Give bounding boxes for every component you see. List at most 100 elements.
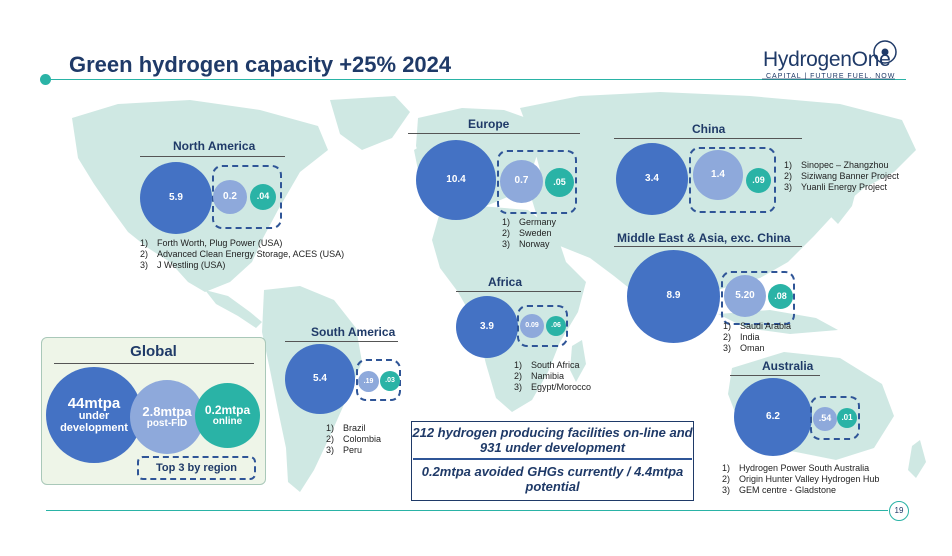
list-item: 3) J Westling (USA)	[140, 260, 344, 271]
bubble-middle-east-asia-post-fid: 5.20	[724, 275, 766, 317]
dashed-box-australia	[810, 396, 860, 440]
bubble-south-america-under-development: 5.4	[285, 344, 355, 414]
region-title-africa: Africa	[488, 275, 523, 289]
list-item-text: Colombia	[343, 434, 382, 444]
global-under-development-label1: under	[78, 410, 110, 423]
top3-legend-box: Top 3 by region	[137, 456, 256, 480]
bubble-north-america-under-development: 5.9	[140, 162, 212, 234]
list-item: 2) Sweden	[502, 228, 556, 239]
list-item-number: 2)	[140, 249, 149, 259]
list-item-number: 1)	[502, 217, 511, 227]
list-item-number: 3)	[502, 239, 511, 249]
bubble-middle-east-asia-online: .08	[768, 284, 793, 309]
list-item-text: Siziwang Banner Project	[801, 171, 900, 181]
footer-line	[46, 510, 888, 511]
bubble-south-america-online: .03	[380, 371, 400, 391]
list-item-text: Oman	[740, 343, 765, 353]
list-item: 2) Namibia	[514, 371, 591, 382]
global-bubble-post-fid: 2.8mtpa post-FID	[130, 380, 204, 454]
top3-list-europe: 1) Germany 2) Sweden 3) Norway	[502, 217, 556, 250]
bubble-europe-online: .05	[545, 168, 574, 197]
region-rule	[614, 138, 802, 139]
list-item: 1) Brazil	[326, 423, 381, 434]
top3-list-china: 1) Sinopec – Zhangzhou 2) Siziwang Banner …	[784, 160, 899, 193]
facilities-text: 212 hydrogen producing facilities on-lin…	[412, 425, 693, 455]
logo-orbit-icon	[762, 40, 897, 80]
list-item-text: Norway	[519, 239, 550, 249]
list-item-text: Sweden	[519, 228, 552, 238]
list-item-number: 3)	[514, 382, 523, 392]
region-rule	[614, 246, 802, 247]
list-item-number: 3)	[723, 343, 732, 353]
list-item-number: 1)	[723, 321, 732, 331]
global-title: Global	[130, 343, 177, 360]
list-item-number: 3)	[140, 260, 149, 270]
list-item-text: Saudi Arabia	[740, 321, 792, 331]
list-item: 3) Egypt/Morocco	[514, 382, 591, 393]
list-item: 3) Oman	[723, 343, 791, 354]
list-item: 2) Advanced Clean Energy Storage, ACES (U…	[140, 249, 344, 260]
region-title-north-america: North America	[173, 139, 256, 153]
info-divider	[413, 458, 692, 460]
list-item-number: 1)	[784, 160, 793, 170]
global-online-label: online	[212, 415, 243, 427]
list-item-text: Egypt/Morocco	[531, 382, 592, 392]
global-bubble-online: 0.2mtpa online	[195, 383, 260, 448]
bubble-africa-online: .06	[546, 316, 566, 336]
bubble-europe-under-development: 10.4	[416, 140, 496, 220]
list-item-number: 2)	[784, 171, 793, 181]
top3-list-africa: 1) South Africa 2) Namibia 3) Egypt/Morocco	[514, 360, 591, 393]
region-title-china: China	[692, 122, 726, 136]
list-item: 1) Saudi Arabia	[723, 321, 791, 332]
top3-list-north-america: 1) Forth Worth, Plug Power (USA) 2) Advanc…	[140, 238, 344, 271]
bubble-africa-post-fid: 0.09	[520, 314, 544, 338]
list-item: 3) Norway	[502, 239, 556, 250]
list-item-text: Hydrogen Power South Australia	[739, 463, 870, 473]
top3-list-south-america: 1) Brazil 2) Colombia 3) Peru	[326, 423, 381, 456]
list-item-text: Germany	[519, 217, 557, 227]
region-title-australia: Australia	[762, 359, 814, 373]
dashed-box-china	[689, 147, 776, 213]
bubble-australia-online: .01	[837, 408, 857, 428]
region-rule	[408, 133, 580, 134]
global-bubble-under-development: 44mtpa under development	[46, 367, 142, 463]
info-box	[411, 421, 694, 501]
list-item-text: Namibia	[531, 371, 565, 381]
list-item-number: 2)	[502, 228, 511, 238]
list-item-text: Brazil	[343, 423, 366, 433]
region-rule	[285, 341, 398, 342]
list-item-number: 2)	[514, 371, 523, 381]
list-item-text: Advanced Clean Energy Storage, ACES (USA…	[157, 249, 345, 259]
page-number: 19	[889, 501, 909, 521]
global-rule	[54, 363, 254, 364]
global-post-fid-label: post-FID	[146, 417, 188, 429]
list-item: 2) Siziwang Banner Project	[784, 171, 899, 182]
top3-list-australia: 1) Hydrogen Power South Australia 2) Origi…	[722, 463, 879, 496]
ghg-text: 0.2mtpa avoided GHGs currently / 4.4mtpa…	[421, 464, 684, 494]
list-item-number: 1)	[514, 360, 523, 370]
list-item: 1) Forth Worth, Plug Power (USA)	[140, 238, 344, 249]
dashed-box-africa	[517, 305, 568, 347]
list-item-text: J Westling (USA)	[157, 260, 226, 270]
list-item: 2) India	[723, 332, 791, 343]
bubble-north-america-online: .04	[250, 184, 276, 210]
list-item-text: South Africa	[531, 360, 580, 370]
bubble-china-online: .09	[746, 168, 771, 193]
logo-name: HydrogenOne	[763, 48, 891, 71]
bubble-middle-east-asia-under-development: 8.9	[627, 250, 720, 343]
list-item-number: 1)	[326, 423, 335, 433]
page-title: Green hydrogen capacity +25% 2024	[69, 52, 452, 77]
dashed-box-europe	[497, 150, 577, 214]
region-title-south-america: South America	[311, 325, 396, 339]
list-item-number: 1)	[140, 238, 149, 248]
bubble-china-under-development: 3.4	[616, 143, 688, 215]
global-under-development-label2: development	[60, 421, 128, 434]
title-accent-dot	[40, 74, 51, 85]
list-item: 1) South Africa	[514, 360, 591, 371]
dashed-box-south-america	[356, 359, 401, 401]
region-title-middle-east-asia: Middle East & Asia, exc. China	[617, 231, 791, 245]
list-item-text: India	[740, 332, 760, 342]
bubble-china-post-fid: 1.4	[693, 150, 743, 200]
list-item-text: Sinopec – Zhangzhou	[801, 160, 889, 170]
dashed-box-middle-east-asia	[721, 271, 795, 325]
